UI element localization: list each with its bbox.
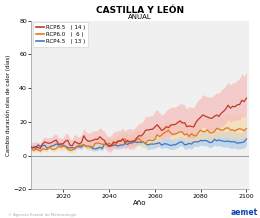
X-axis label: Año: Año xyxy=(133,200,147,206)
Text: © Agencia Estatal de Meteorología: © Agencia Estatal de Meteorología xyxy=(8,213,76,217)
Text: ANUAL: ANUAL xyxy=(128,14,152,20)
Title: CASTILLA Y LEÓN: CASTILLA Y LEÓN xyxy=(96,5,184,15)
Legend: RCP8.5   ( 14 ), RCP6.0   (  6 ), RCP4.5   ( 13 ): RCP8.5 ( 14 ), RCP6.0 ( 6 ), RCP4.5 ( 13… xyxy=(33,22,88,47)
Y-axis label: Cambio duración olas de calor (días): Cambio duración olas de calor (días) xyxy=(5,54,11,156)
Text: aemet: aemet xyxy=(230,208,257,217)
